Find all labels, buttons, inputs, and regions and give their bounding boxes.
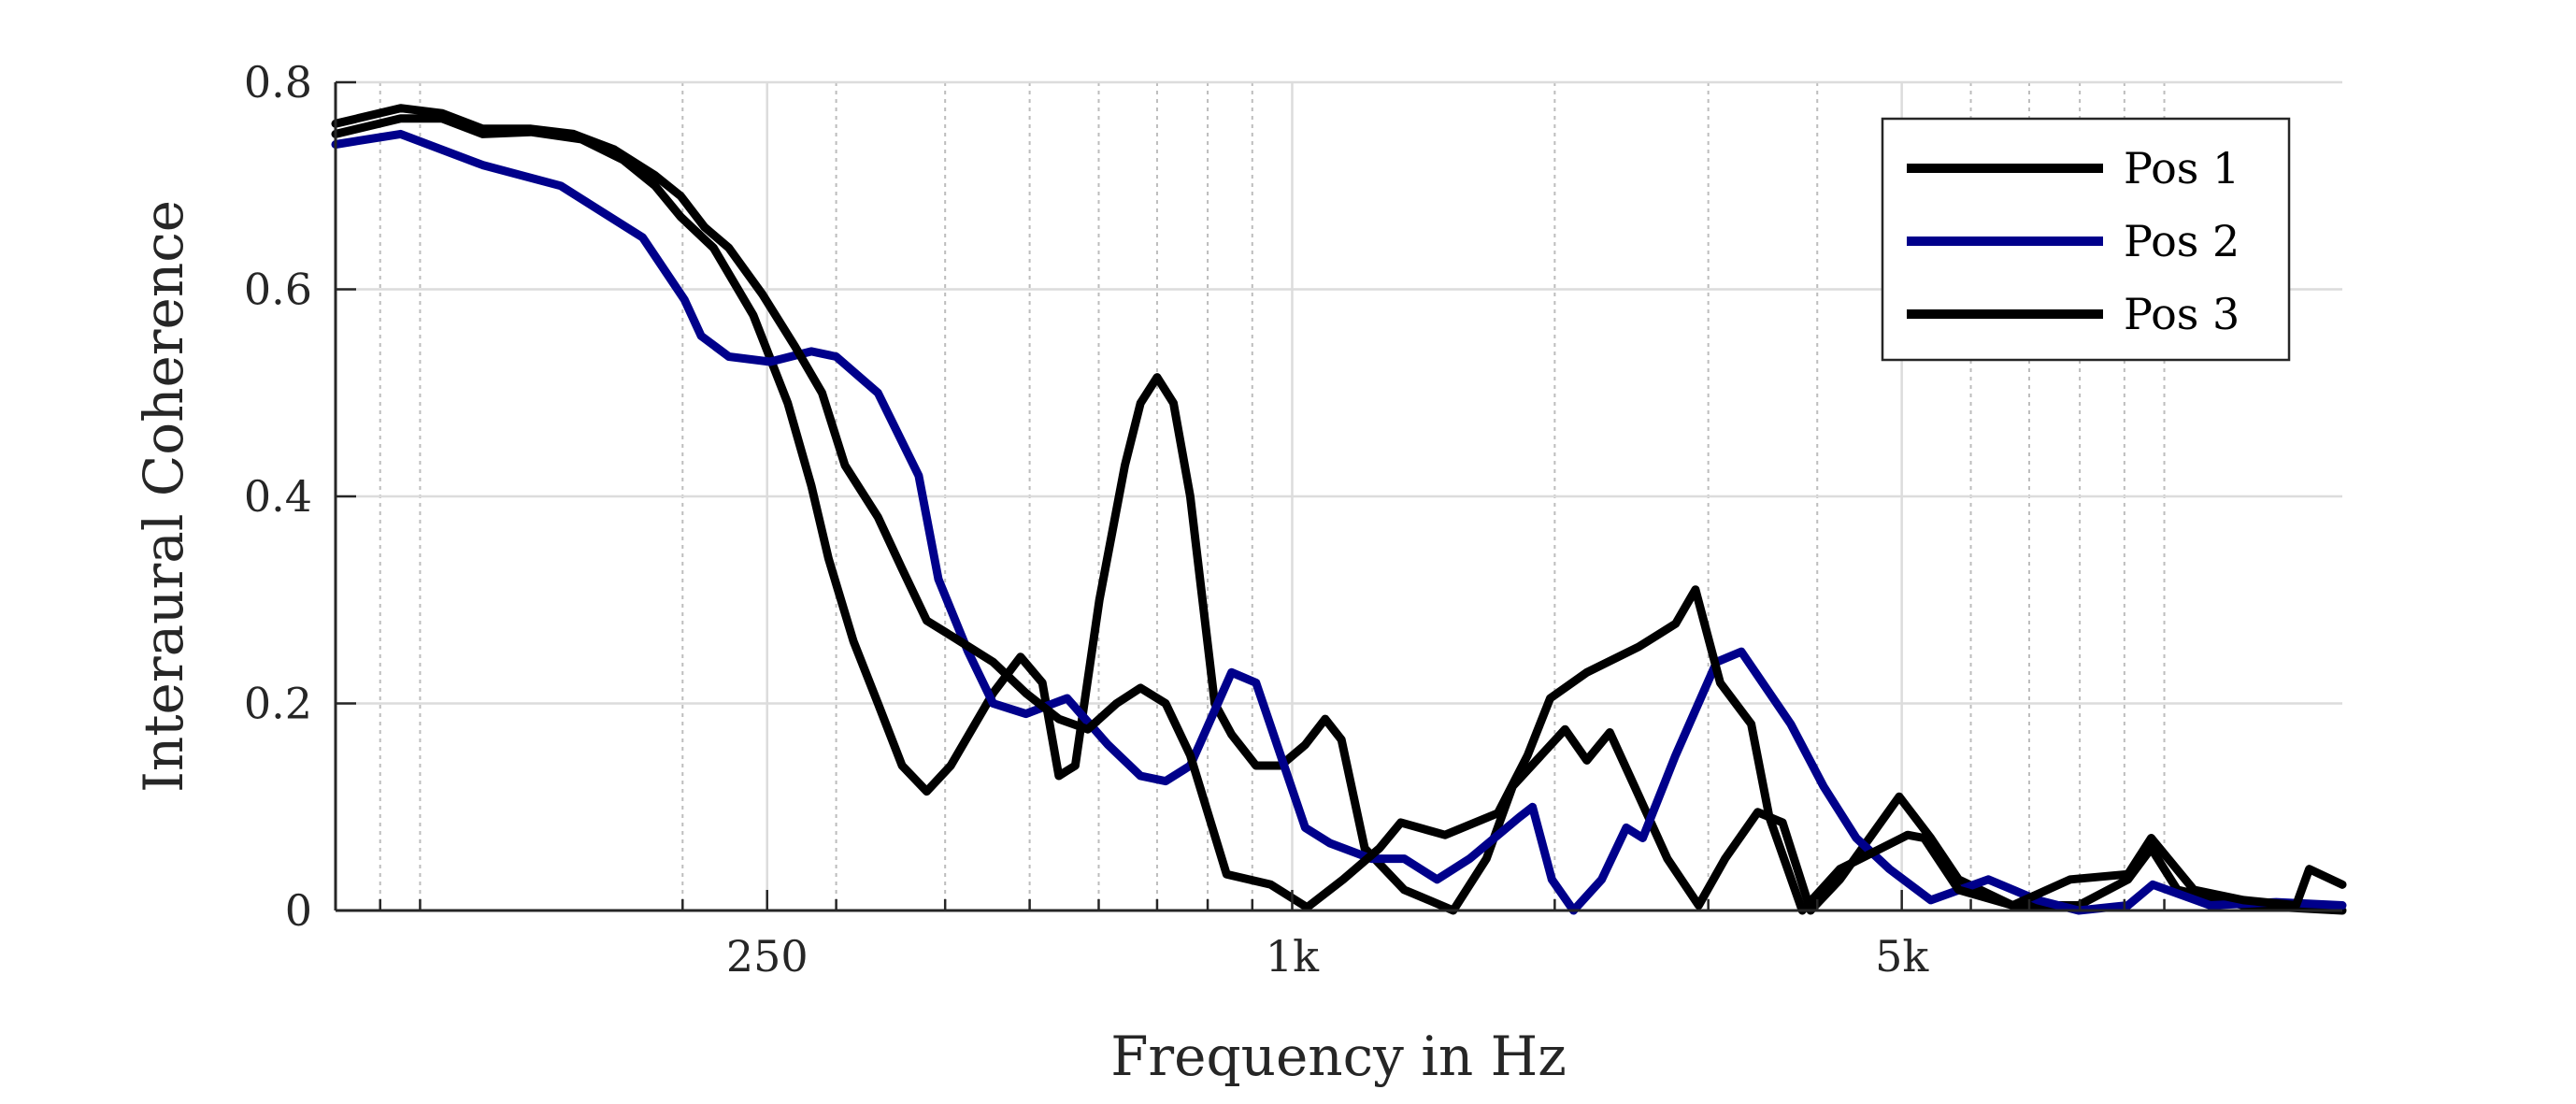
- legend: Pos 1 Pos 2 Pos 3: [1881, 117, 2291, 362]
- x-tick-label: 250: [726, 931, 809, 982]
- series-line-2: [331, 129, 2347, 915]
- y-tick-label: 0.2: [244, 679, 312, 729]
- y-axis-label: Interaural Coherence: [132, 200, 195, 793]
- x-axis-label: Frequency in Hz: [1110, 1025, 1567, 1088]
- y-tick-label: 0.8: [244, 57, 312, 108]
- y-tick-label: 0: [285, 885, 312, 936]
- y-tick-label: 0.6: [244, 265, 312, 315]
- legend-label-3: Pos 3: [2124, 289, 2240, 339]
- x-tick-label: 1k: [1266, 931, 1320, 982]
- legend-label-1: Pos 1: [2124, 143, 2240, 194]
- series-group: [331, 104, 2347, 915]
- series-line-3: [331, 104, 2347, 915]
- axes: 250 1k 5k 0 0.2 0.4 0.6 0.8: [244, 57, 2342, 982]
- x-tick-label: 5k: [1875, 931, 1929, 982]
- y-tick-label: 0.4: [244, 471, 312, 522]
- legend-label-2: Pos 2: [2124, 216, 2240, 266]
